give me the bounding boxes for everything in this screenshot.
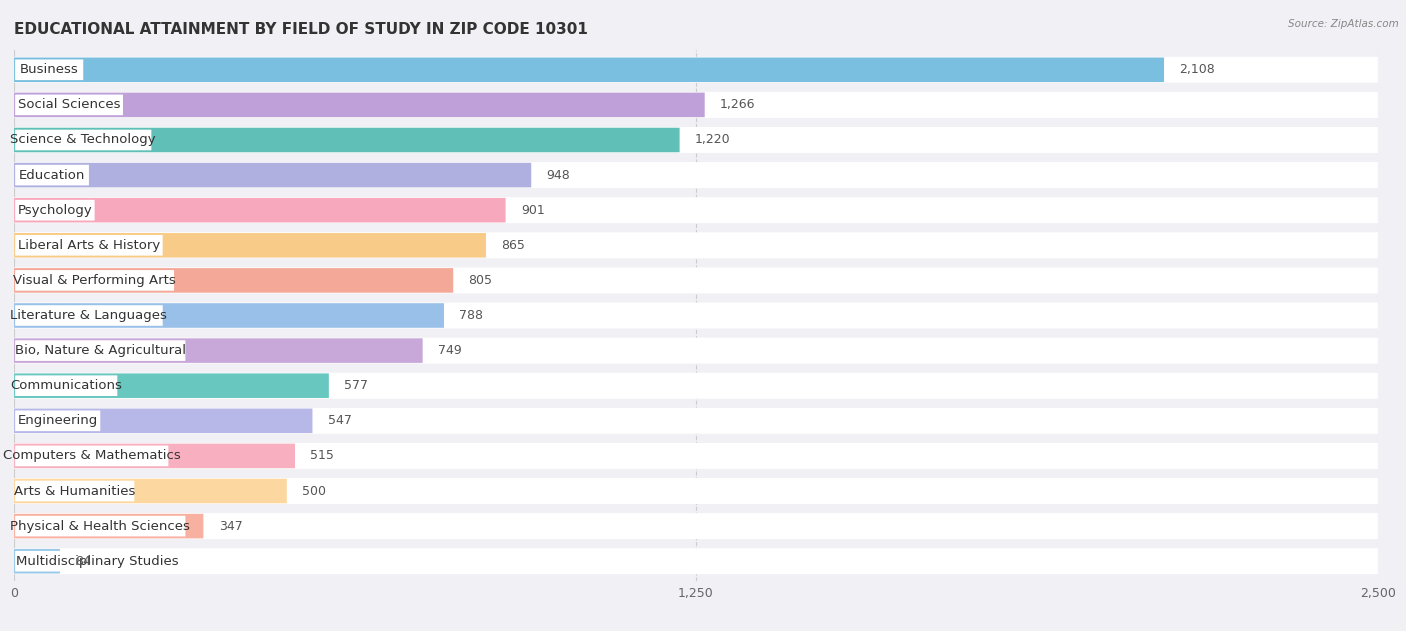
Text: Engineering: Engineering bbox=[18, 415, 98, 427]
FancyBboxPatch shape bbox=[14, 443, 1378, 469]
FancyBboxPatch shape bbox=[15, 411, 100, 431]
Text: 1,266: 1,266 bbox=[720, 98, 755, 112]
FancyBboxPatch shape bbox=[15, 305, 163, 326]
FancyBboxPatch shape bbox=[15, 445, 169, 466]
Text: Source: ZipAtlas.com: Source: ZipAtlas.com bbox=[1288, 19, 1399, 29]
Text: 84: 84 bbox=[75, 555, 91, 568]
FancyBboxPatch shape bbox=[14, 232, 1378, 258]
Text: Psychology: Psychology bbox=[17, 204, 93, 216]
Text: EDUCATIONAL ATTAINMENT BY FIELD OF STUDY IN ZIP CODE 10301: EDUCATIONAL ATTAINMENT BY FIELD OF STUDY… bbox=[14, 22, 588, 37]
FancyBboxPatch shape bbox=[14, 163, 531, 187]
FancyBboxPatch shape bbox=[14, 198, 1378, 223]
Text: 577: 577 bbox=[344, 379, 368, 392]
Text: 2,108: 2,108 bbox=[1180, 63, 1215, 76]
Text: 901: 901 bbox=[520, 204, 544, 216]
FancyBboxPatch shape bbox=[15, 270, 174, 291]
Text: 515: 515 bbox=[311, 449, 335, 463]
FancyBboxPatch shape bbox=[14, 302, 1378, 329]
FancyBboxPatch shape bbox=[14, 127, 1378, 153]
FancyBboxPatch shape bbox=[14, 57, 1164, 82]
FancyBboxPatch shape bbox=[14, 127, 679, 152]
FancyBboxPatch shape bbox=[14, 548, 1378, 574]
FancyBboxPatch shape bbox=[15, 235, 163, 256]
Text: Bio, Nature & Agricultural: Bio, Nature & Agricultural bbox=[15, 344, 186, 357]
Text: Visual & Performing Arts: Visual & Performing Arts bbox=[13, 274, 176, 287]
FancyBboxPatch shape bbox=[14, 478, 1378, 504]
Text: 865: 865 bbox=[501, 239, 524, 252]
Text: Multidisciplinary Studies: Multidisciplinary Studies bbox=[15, 555, 179, 568]
FancyBboxPatch shape bbox=[15, 516, 186, 536]
FancyBboxPatch shape bbox=[14, 374, 329, 398]
FancyBboxPatch shape bbox=[14, 479, 287, 504]
FancyBboxPatch shape bbox=[14, 373, 1378, 399]
Text: Liberal Arts & History: Liberal Arts & History bbox=[18, 239, 160, 252]
Text: Arts & Humanities: Arts & Humanities bbox=[14, 485, 135, 497]
Text: 948: 948 bbox=[547, 168, 571, 182]
Text: Education: Education bbox=[18, 168, 86, 182]
FancyBboxPatch shape bbox=[14, 338, 423, 363]
FancyBboxPatch shape bbox=[14, 444, 295, 468]
FancyBboxPatch shape bbox=[15, 375, 117, 396]
FancyBboxPatch shape bbox=[15, 165, 89, 186]
FancyBboxPatch shape bbox=[14, 233, 486, 257]
FancyBboxPatch shape bbox=[14, 92, 1378, 118]
FancyBboxPatch shape bbox=[14, 408, 312, 433]
FancyBboxPatch shape bbox=[14, 162, 1378, 188]
FancyBboxPatch shape bbox=[15, 59, 83, 80]
FancyBboxPatch shape bbox=[15, 481, 135, 501]
FancyBboxPatch shape bbox=[14, 93, 704, 117]
Text: Physical & Health Sciences: Physical & Health Sciences bbox=[10, 519, 190, 533]
FancyBboxPatch shape bbox=[14, 408, 1378, 433]
Text: Communications: Communications bbox=[10, 379, 122, 392]
FancyBboxPatch shape bbox=[14, 57, 1378, 83]
FancyBboxPatch shape bbox=[15, 95, 122, 115]
FancyBboxPatch shape bbox=[14, 513, 1378, 539]
FancyBboxPatch shape bbox=[14, 268, 453, 293]
FancyBboxPatch shape bbox=[14, 338, 1378, 363]
Text: Literature & Languages: Literature & Languages bbox=[10, 309, 167, 322]
Text: 749: 749 bbox=[437, 344, 461, 357]
Text: 347: 347 bbox=[219, 519, 242, 533]
FancyBboxPatch shape bbox=[14, 549, 60, 574]
Text: 547: 547 bbox=[328, 415, 352, 427]
Text: Business: Business bbox=[20, 63, 79, 76]
Text: 1,220: 1,220 bbox=[695, 134, 731, 146]
Text: Social Sciences: Social Sciences bbox=[18, 98, 121, 112]
Text: 500: 500 bbox=[302, 485, 326, 497]
FancyBboxPatch shape bbox=[14, 198, 506, 223]
Text: 805: 805 bbox=[468, 274, 492, 287]
FancyBboxPatch shape bbox=[15, 130, 152, 150]
FancyBboxPatch shape bbox=[14, 268, 1378, 293]
FancyBboxPatch shape bbox=[15, 551, 180, 572]
FancyBboxPatch shape bbox=[15, 200, 94, 220]
FancyBboxPatch shape bbox=[14, 514, 204, 538]
FancyBboxPatch shape bbox=[15, 340, 186, 361]
Text: 788: 788 bbox=[460, 309, 484, 322]
Text: Science & Technology: Science & Technology bbox=[10, 134, 156, 146]
FancyBboxPatch shape bbox=[14, 304, 444, 327]
Text: Computers & Mathematics: Computers & Mathematics bbox=[3, 449, 180, 463]
